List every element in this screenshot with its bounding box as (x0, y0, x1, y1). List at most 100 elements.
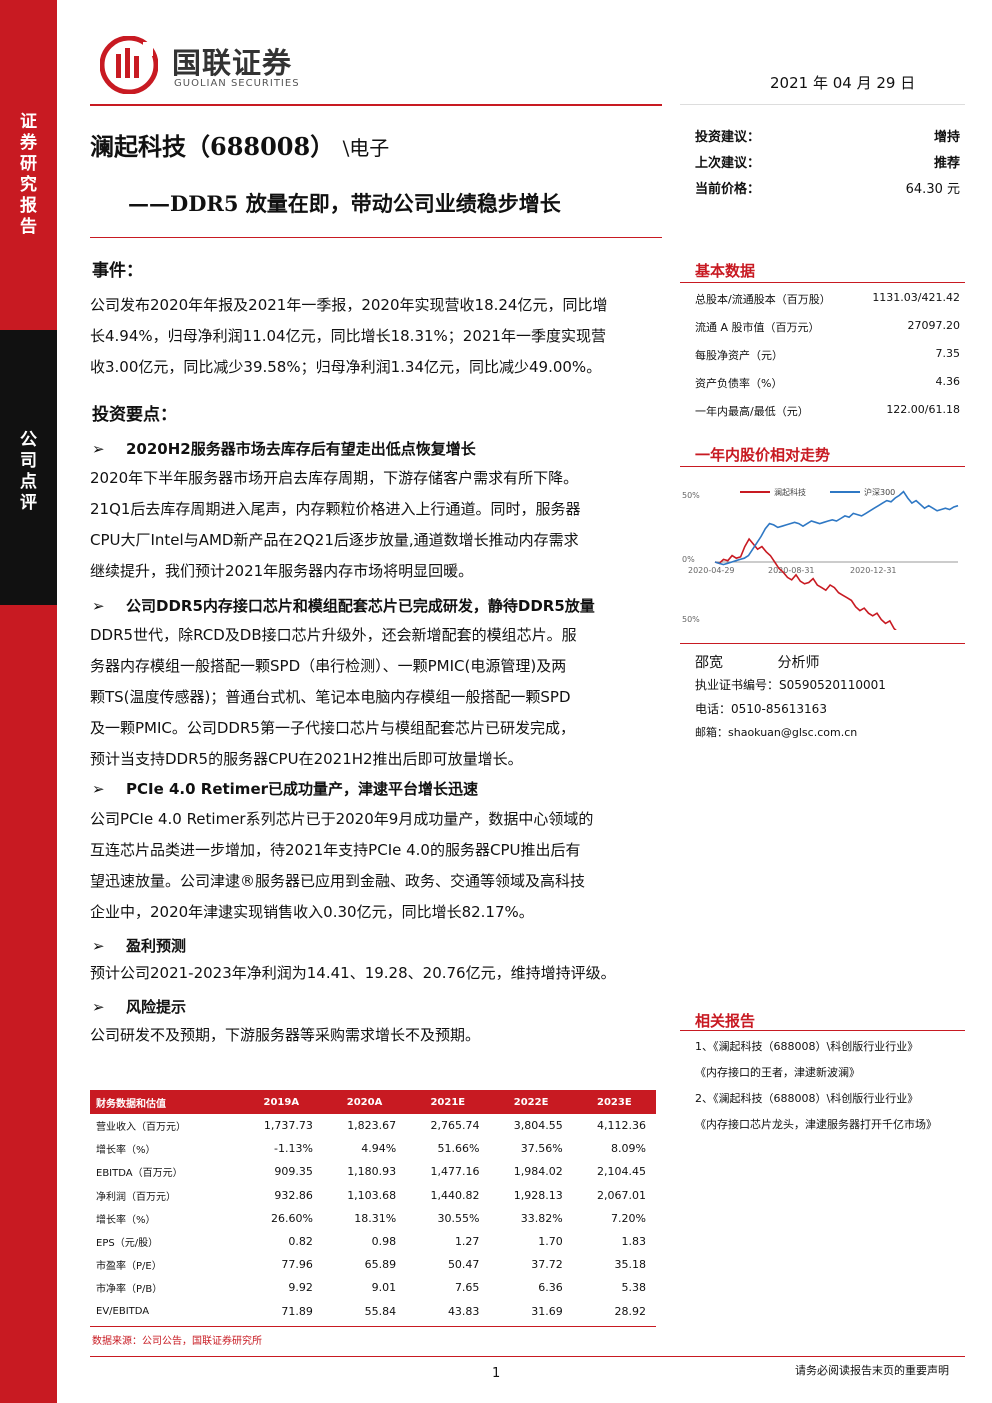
title-divider (90, 237, 662, 238)
basic-row: 一年内最高/最低（元） 122.00/61.18 (695, 403, 960, 419)
footer-divider (90, 1356, 965, 1357)
related-heading: 相关报告 (695, 1012, 756, 1030)
point-line: 预计公司2021-2023年净利润为14.41、19.28、20.76亿元，维持… (90, 964, 616, 982)
basic-value: 27097.20 (907, 319, 961, 332)
table-cell: 1.70 (538, 1235, 563, 1249)
row-label: 营业收入（百万元） (96, 1122, 186, 1134)
point-line: 颗TS(温度传感器)；普通台式机、笔记本电脑内存模组一般搭配一颗SPD (90, 688, 571, 706)
table-cell: 1.27 (454, 1235, 480, 1249)
point-title-text: 风险提示 (126, 998, 187, 1016)
related-item[interactable]: 2、《澜起科技（688008）\科创版行业行业》 (695, 1092, 919, 1105)
x-tick-label: 2020-04-29 (688, 566, 735, 575)
analyst-name: 邵宽 (695, 655, 723, 671)
y-tick-label: 50% (682, 615, 700, 624)
table-cell: 26.60% (270, 1211, 313, 1225)
point-line: 预计当支持DDR5的服务器CPU在2021H2推出后即可放量增长。 (90, 750, 523, 768)
table-header: 2022E (489, 1090, 573, 1114)
analyst-phone: 电话：0510-85613163 (695, 702, 827, 716)
table-cell: 65.89 (364, 1258, 397, 1272)
point-title-text: PCIe 4.0 Retimer已成功量产，津逮平台增长迅速 (126, 780, 479, 798)
table-cell: 1,103.68 (347, 1188, 397, 1202)
rating-row: 投资建议： 增持 (695, 126, 960, 145)
table-cell: 37.56% (520, 1142, 563, 1156)
event-paragraph: 公司发布2020年年报及2021年一季报，2020年实现营收18.24亿元，同比… (90, 290, 658, 383)
point-line: DDR5世代，除RCD及DB接口芯片升级外，还会新增配套的模组芯片。服 (90, 626, 577, 644)
table-cell: 1,984.02 (513, 1165, 563, 1179)
legend-label: 沪深300 (864, 487, 895, 497)
basic-row: 流通 A 股市值（百万元） 27097.20 (695, 319, 960, 335)
table-cell: 909.35 (274, 1165, 313, 1179)
basic-label: 资产负债率（%） (695, 377, 783, 390)
basic-label: 流通 A 股市值（百万元） (695, 321, 820, 334)
table-row: EV/EBITDA 71.89 55.84 43.83 31.69 28.92 (90, 1300, 656, 1323)
point-title: ➢ 盈利预测 (92, 935, 186, 956)
table-cell: 51.66% (437, 1142, 480, 1156)
series-line-index (714, 490, 959, 566)
table-cell: 18.31% (354, 1211, 397, 1225)
point-line: 务器内存模组一般搭配一颗SPD（串行检测）、一颗PMIC(电源管理)及两 (90, 657, 567, 675)
basic-data-heading: 基本数据 (695, 262, 756, 280)
financial-table: 财务数据和估值 2019A 2020A 2021E 2022E 2023E 营业… (90, 1090, 656, 1323)
analyst-divider (680, 643, 965, 644)
rating-value: 推荐 (933, 156, 960, 171)
row-label: EPS（元/股） (96, 1238, 159, 1250)
table-cell: 3,804.55 (513, 1119, 563, 1133)
event-line: 收3.00亿元，同比减少39.58%；归母净利润1.34亿元，同比减少49.00… (90, 358, 602, 376)
basic-divider (680, 282, 965, 283)
related-item[interactable]: 《内存接口的王者，津逮新波澜》 (695, 1066, 860, 1079)
point-title: ➢ PCIe 4.0 Retimer已成功量产，津逮平台增长迅速 (92, 778, 478, 799)
row-label: 净利润（百万元） (96, 1191, 176, 1203)
basic-value: 4.36 (935, 375, 961, 388)
table-cell: 43.83 (447, 1304, 480, 1318)
table-cell: 1,928.13 (513, 1188, 563, 1202)
legend-label: 澜起科技 (774, 487, 806, 497)
sidebar-black-block (0, 330, 57, 605)
rating-label: 上次建议： (695, 156, 761, 171)
brand-logo: 国联证券 GUOLIAN SECURITIES (100, 36, 360, 96)
point-title: ➢ 公司DDR5内存接口芯片和模组配套芯片已完成研发，静待DDR5放量 (92, 595, 595, 616)
basic-label: 每股净资产（元） (695, 349, 783, 362)
chart-heading: 一年内股价相对走势 (695, 446, 831, 464)
table-row: 增长率（%） 26.60% 18.31% 30.55% 33.82% 7.20% (90, 1207, 656, 1230)
header-divider (90, 104, 662, 106)
analyst-name-row: 邵宽 分析师 (695, 652, 819, 672)
related-item[interactable]: 1、《澜起科技（688008）\科创版行业行业》 (695, 1040, 919, 1053)
x-tick-label: 2020-12-31 (850, 566, 897, 575)
point-paragraph: DDR5世代，除RCD及DB接口芯片升级外，还会新增配套的模组芯片。服 务器内存… (90, 620, 658, 775)
rating-value: 64.30 元 (905, 182, 960, 197)
chart-divider (680, 466, 965, 467)
table-cell: 33.82% (520, 1211, 563, 1225)
x-tick-label: 2020-08-31 (768, 566, 815, 575)
row-label: 市盈率（P/E） (96, 1261, 162, 1273)
point-line: 2020年下半年服务器市场开启去库存周期，下游存储客户需求有所下降。 (90, 469, 579, 487)
table-cell: 1,737.73 (263, 1119, 313, 1133)
point-line: 21Q1后去库存周期进入尾声，内存颗粒价格进入上行通道。同时，服务器 (90, 500, 581, 518)
table-cell: 28.92 (614, 1304, 647, 1318)
table-row: 净利润（百万元） 932.86 1,103.68 1,440.82 1,928.13 2,… (90, 1184, 656, 1207)
table-cell: 2,067.01 (597, 1188, 646, 1202)
table-header: 2020A (322, 1090, 407, 1114)
point-line: 互连芯片品类进一步增加，待2021年支持PCIe 4.0的服务器CPU推出后有 (90, 841, 581, 859)
series-line-company (714, 537, 897, 630)
page-number: 1 (492, 1366, 501, 1381)
arrow-icon: ➢ (92, 998, 105, 1016)
related-item[interactable]: 《内存接口芯片龙头，津逮服务器打开千亿市场》 (695, 1118, 937, 1131)
guolian-logo-icon (100, 36, 158, 94)
point-line: 公司研发不及预期，下游服务器等采购需求增长不及预期。 (90, 1026, 481, 1044)
point-title: ➢ 2020H2服务器市场去库存后有望走出低点恢复增长 (92, 438, 476, 459)
event-line: 长4.94%，归母净利润11.04亿元，同比增长18.31%；2021年一季度实… (90, 327, 606, 345)
table-row: EPS（元/股） 0.82 0.98 1.27 1.70 1.83 (90, 1230, 656, 1253)
basic-row: 资产负债率（%） 4.36 (695, 375, 960, 391)
point-title-text: 公司DDR5内存接口芯片和模组配套芯片已完成研发，静待DDR5放量 (126, 597, 595, 615)
basic-label: 一年内最高/最低（元） (695, 405, 809, 418)
y-tick-label: 0% (682, 555, 695, 564)
rating-label: 投资建议： (695, 130, 761, 145)
point-title-text: 盈利预测 (126, 937, 187, 955)
footer-disclaimer: 请务必阅读报告末页的重要声明 (795, 1364, 949, 1377)
brand-name-en: GUOLIAN SECURITIES (174, 78, 300, 89)
arrow-icon: ➢ (92, 440, 105, 458)
point-title-text: 2020H2服务器市场去库存后有望走出低点恢复增长 (126, 440, 476, 458)
row-label: 增长率（%） (96, 1145, 156, 1157)
table-cell: 9.92 (288, 1281, 313, 1295)
sidebar-top-label: 证券研究报告 (20, 112, 37, 237)
